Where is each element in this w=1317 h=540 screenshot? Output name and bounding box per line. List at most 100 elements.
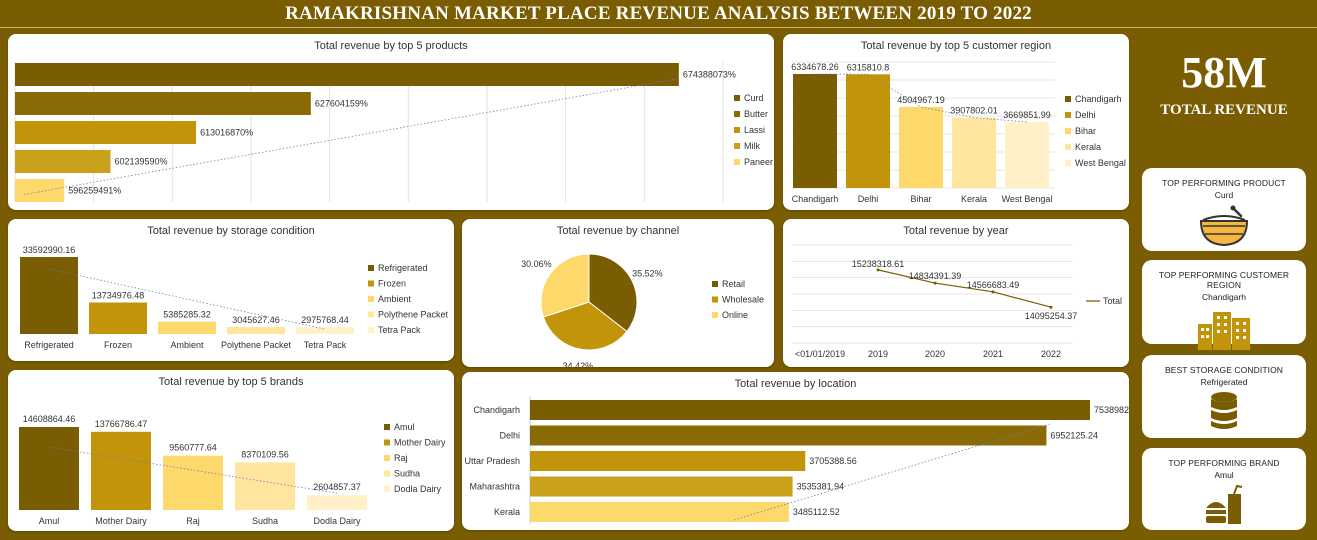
data-label: 596259491%	[68, 186, 121, 196]
data-label: 14608864.46	[23, 414, 76, 424]
bar-paneer	[15, 179, 65, 202]
data-label: 8370109.56	[241, 449, 289, 459]
bar-chandigarh	[793, 73, 837, 188]
legend-swatch	[368, 311, 374, 318]
legend-label: Amul	[394, 422, 415, 432]
data-label: 3485112.52	[793, 507, 840, 517]
best-storage-card: BEST STORAGE CONDITION Refrigerated	[1142, 355, 1306, 438]
legend-swatch	[384, 486, 390, 492]
legend-swatch	[734, 111, 740, 117]
bar-bihar	[899, 106, 943, 188]
legend-label: West Bengal	[1075, 158, 1126, 168]
category-label: Tetra Pack	[304, 340, 347, 350]
legend-label: Retail	[722, 279, 745, 289]
buildings-icon	[1198, 312, 1250, 350]
bar-polythene-packet	[227, 327, 285, 334]
data-label: 3669851.99	[1003, 110, 1051, 120]
data-label: 3535381.94	[797, 482, 845, 492]
legend-swatch	[734, 127, 740, 133]
line-point	[991, 290, 995, 294]
legend-label: Kerala	[1075, 142, 1101, 152]
products-chart-panel: Total revenue by top 5 products 67438807…	[8, 34, 774, 210]
brands-chart: 14608864.46 Amul 13766786.47 Mother Dairy 95…	[19, 414, 446, 526]
brands-chart-panel: Total revenue by top 5 brands 14608864.4…	[8, 370, 454, 531]
category-label: Amul	[39, 516, 60, 526]
legend-label: Dodla Dairy	[394, 484, 442, 494]
top-brand-title: TOP PERFORMING BRAND	[1168, 458, 1280, 468]
data-label: 14834391.39	[909, 271, 962, 281]
line-series-total	[877, 269, 1052, 308]
data-label: 9560777.64	[169, 443, 217, 453]
bar-west-bengal	[1005, 121, 1049, 188]
category-label: Kerala	[961, 194, 987, 204]
legend-label: Frozen	[378, 279, 406, 289]
data-label: 602139590%	[114, 157, 167, 167]
brands-chart-title: Total revenue by top 5 brands	[158, 376, 304, 388]
trendline	[24, 78, 679, 195]
storage-chart: 33592990.16 Refrigerated 13734976.48 Frozen…	[20, 245, 449, 350]
category-label: Maharashtra	[469, 482, 520, 492]
category-label: Polythene Packet	[221, 340, 292, 350]
curd-pot-icon	[1199, 205, 1249, 247]
legend-swatch	[384, 439, 390, 446]
legend-label: Total	[1103, 296, 1122, 306]
category-label: Chandigarh	[792, 194, 839, 204]
top-brand-value: Amul	[1214, 470, 1234, 480]
legend-swatch	[1065, 112, 1071, 118]
legend-swatch	[384, 470, 390, 477]
data-label: 14095254.37	[1025, 311, 1078, 321]
legend-swatch	[1065, 128, 1071, 134]
category-label: Bihar	[910, 194, 931, 204]
category-label: Delhi	[858, 194, 879, 204]
data-label: 6315810.8	[847, 62, 890, 72]
year-chart-panel: Total revenue by year <01/01/2019 2019 202…	[783, 219, 1129, 367]
legend-swatch	[368, 327, 374, 333]
category-label: Chandigarh	[473, 405, 520, 415]
bar-butter	[15, 92, 311, 115]
legend-label: Raj	[394, 453, 408, 463]
legend-label: Butter	[744, 109, 768, 119]
title-divider	[0, 27, 1317, 28]
data-label: 627604159%	[315, 99, 368, 109]
pie-slice-retail	[588, 253, 638, 333]
pie-label: 34.42%	[563, 361, 594, 367]
legend-label: Refrigerated	[378, 263, 428, 273]
category-label: Delhi	[499, 431, 520, 441]
legend-swatch	[368, 265, 374, 271]
x-tick-label: <01/01/2019	[795, 349, 845, 359]
bar-dodla-dairy	[307, 495, 367, 510]
data-label: 3705388.56	[809, 456, 857, 466]
legend-swatch	[368, 296, 374, 302]
category-label: West Bengal	[1002, 194, 1053, 204]
data-label: 674388073%	[683, 70, 736, 80]
bar-ambient	[158, 321, 216, 334]
legend-label: Wholesale	[722, 295, 764, 305]
legend-swatch	[384, 455, 390, 461]
bar-uttar-pradesh	[530, 451, 806, 471]
category-label: Refrigerated	[24, 340, 74, 350]
legend-swatch	[1065, 144, 1071, 150]
x-tick-label: 2022	[1041, 349, 1061, 359]
top-region-value: Chandigarh	[1202, 292, 1246, 302]
channel-chart-title: Total revenue by channel	[556, 225, 680, 237]
location-chart-title: Total revenue by location	[734, 378, 857, 390]
total-revenue-value: 58M	[1181, 48, 1267, 97]
bar-chandigarh	[530, 400, 1090, 420]
location-chart-panel: Total revenue by location Chandigarh 7538…	[462, 372, 1129, 530]
bar-raj	[163, 455, 223, 510]
pie-label: 30.06%	[521, 259, 552, 269]
category-label: Raj	[186, 516, 200, 526]
data-label: 13766786.47	[95, 419, 148, 429]
legend-label: Polythene Packet	[378, 310, 449, 320]
data-label: 5385285.32	[163, 310, 211, 320]
data-label: 7538982.35	[1094, 405, 1129, 415]
storage-chart-title: Total revenue by storage condition	[147, 225, 315, 237]
bar-refrigerated	[20, 257, 78, 334]
category-label: Ambient	[170, 340, 204, 350]
line-point	[876, 268, 880, 272]
data-label: 15238318.61	[852, 259, 905, 269]
bar-sudha	[235, 462, 295, 510]
legend-label: Curd	[744, 93, 764, 103]
bar-maharashtra	[530, 476, 793, 497]
data-label: 14566683.49	[967, 280, 1020, 290]
